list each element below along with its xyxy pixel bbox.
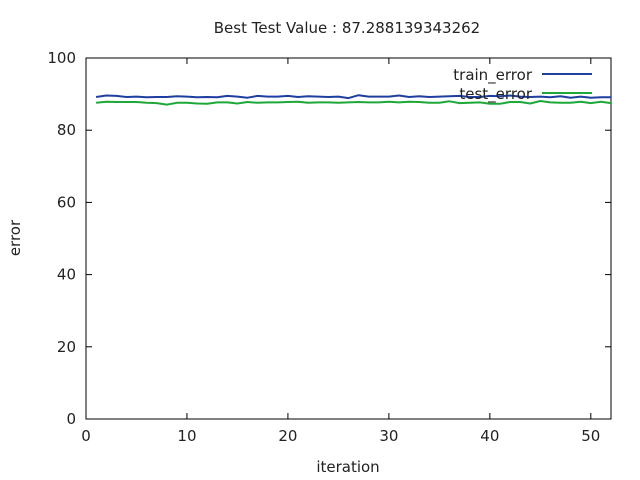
y-tick-label: 80 [57, 121, 76, 139]
y-axis-label: error [6, 219, 24, 256]
x-tick-label: 20 [278, 427, 297, 445]
chart-title: Best Test Value : 87.288139343262 [214, 19, 480, 37]
y-tick-label: 60 [57, 193, 76, 211]
series-line-train-error [95, 94, 611, 100]
series-line-test-error [95, 100, 612, 106]
y-tick-label: 0 [66, 410, 76, 428]
legend: train_error test_error [453, 66, 592, 104]
x-tick-label: 30 [379, 427, 398, 445]
plot-area [85, 57, 612, 420]
y-tick-label: 100 [47, 49, 76, 67]
x-axis-label: iteration [316, 458, 379, 476]
legend-label-train-error: train_error [453, 66, 533, 85]
y-tick-label: 20 [57, 338, 76, 356]
x-axis: 0 10 20 30 40 50 [81, 58, 600, 445]
x-tick-label: 10 [177, 427, 196, 445]
x-tick-label: 40 [480, 427, 499, 445]
y-tick-label: 40 [57, 266, 76, 284]
legend-label-test-error: test_error [459, 85, 532, 104]
x-tick-label: 50 [581, 427, 600, 445]
y-axis: 0 20 40 60 80 100 [47, 49, 611, 428]
series-layer [95, 94, 612, 106]
x-tick-label: 0 [81, 427, 91, 445]
